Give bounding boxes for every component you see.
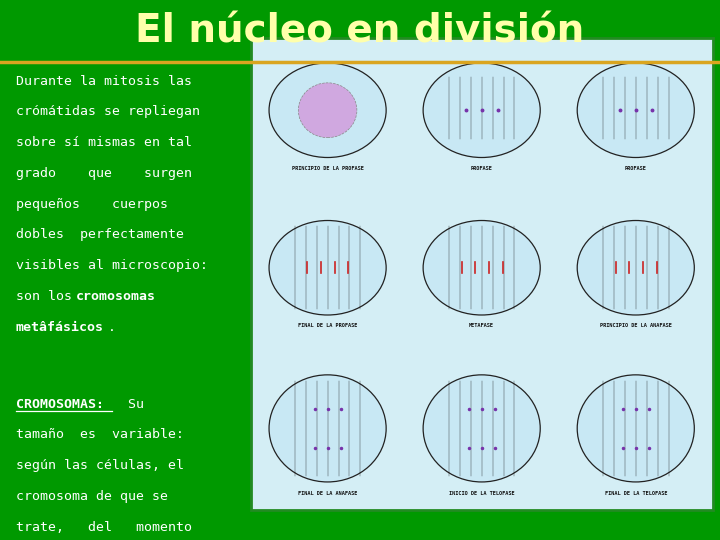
Text: trate,   del   momento: trate, del momento (16, 521, 192, 534)
Ellipse shape (423, 220, 540, 315)
Text: son los: son los (16, 290, 80, 303)
Text: PROFASE: PROFASE (471, 166, 492, 171)
Text: grado    que    surgen: grado que surgen (16, 167, 192, 180)
Ellipse shape (269, 220, 386, 315)
Text: sobre sí mismas en tal: sobre sí mismas en tal (16, 136, 192, 149)
Text: .: . (108, 321, 116, 334)
Ellipse shape (577, 63, 694, 158)
Text: INICIO DE LA TELOFASE: INICIO DE LA TELOFASE (449, 490, 515, 496)
Ellipse shape (298, 83, 357, 138)
Ellipse shape (269, 63, 386, 158)
Text: tamaño  es  variable:: tamaño es variable: (16, 429, 184, 442)
Text: según las células, el: según las células, el (16, 459, 184, 472)
Text: cromosoma de que se: cromosoma de que se (16, 490, 168, 503)
Ellipse shape (423, 375, 540, 482)
Text: CROMOSOMAS:: CROMOSOMAS: (16, 397, 104, 411)
Text: FINAL DE LA ANAFASE: FINAL DE LA ANAFASE (298, 490, 357, 496)
Text: pequeños    cuerpos: pequeños cuerpos (16, 198, 168, 211)
Text: El núcleo en división: El núcleo en división (135, 12, 585, 50)
Text: visibles al microscopio:: visibles al microscopio: (16, 259, 208, 272)
Text: crómátidas se repliegan: crómátidas se repliegan (16, 105, 200, 118)
Ellipse shape (423, 63, 540, 158)
Text: PRINCIPIO DE LA ANAFASE: PRINCIPIO DE LA ANAFASE (600, 323, 672, 328)
Text: METAFASE: METAFASE (469, 323, 494, 328)
FancyBboxPatch shape (251, 38, 713, 510)
Text: metâfásicos: metâfásicos (16, 321, 104, 334)
Text: FINAL DE LA TELOFASE: FINAL DE LA TELOFASE (605, 490, 667, 496)
Text: Su: Su (112, 397, 144, 411)
Ellipse shape (269, 375, 386, 482)
Text: cromosomas: cromosomas (76, 290, 156, 303)
Text: PRINCIPIO DE LA PROFASE: PRINCIPIO DE LA PROFASE (292, 166, 364, 171)
Text: Durante la mitosis las: Durante la mitosis las (16, 75, 192, 87)
Text: FINAL DE LA PROFASE: FINAL DE LA PROFASE (298, 323, 357, 328)
Ellipse shape (577, 375, 694, 482)
Text: dobles  perfectamente: dobles perfectamente (16, 228, 184, 241)
Ellipse shape (577, 220, 694, 315)
Text: PROFASE: PROFASE (625, 166, 647, 171)
